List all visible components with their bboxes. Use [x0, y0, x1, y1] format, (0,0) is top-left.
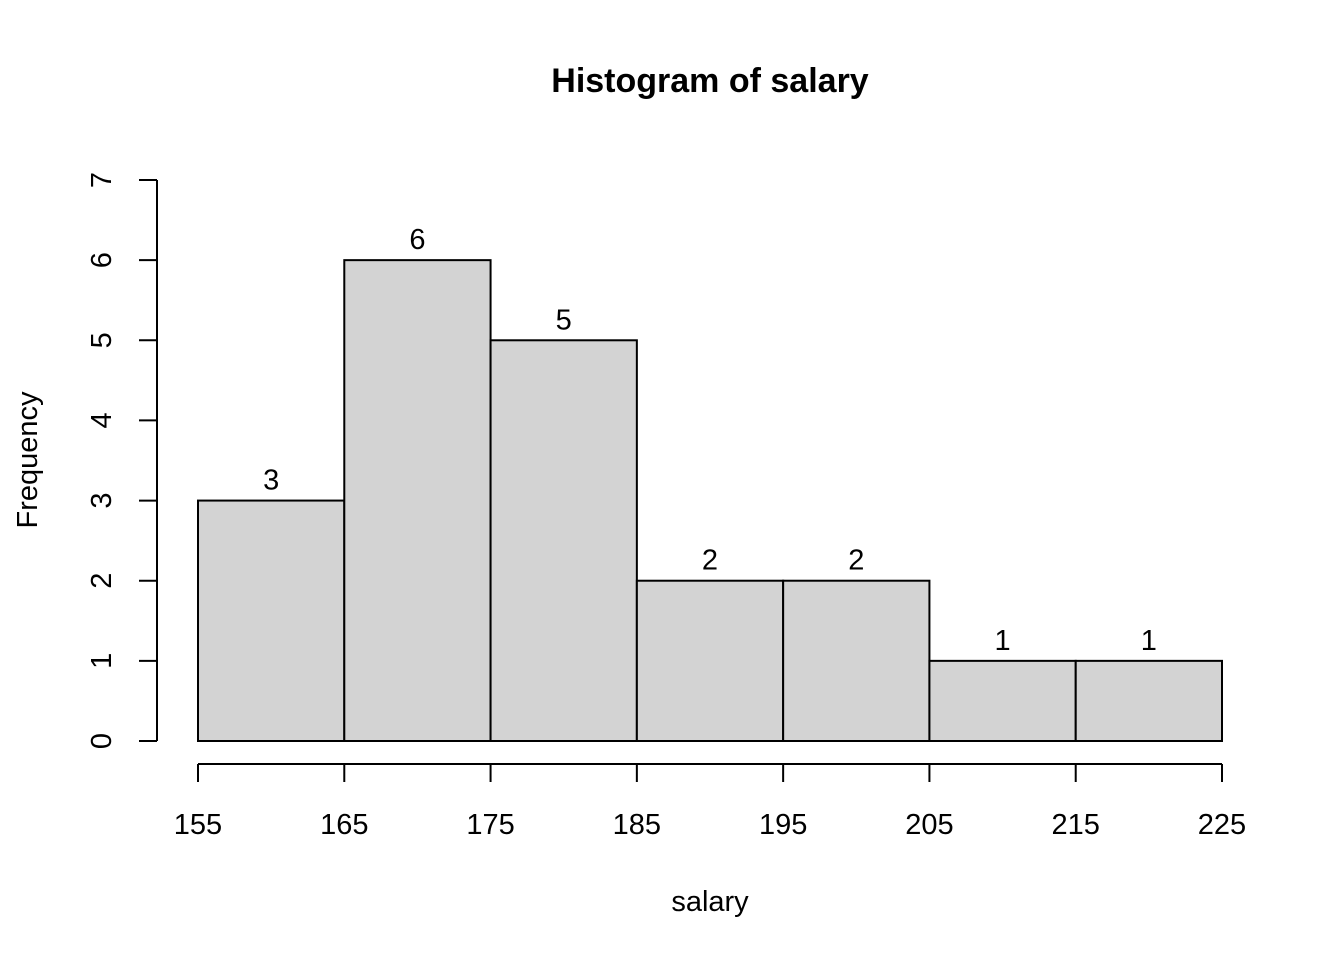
x-tick-label-7: 225 — [1198, 809, 1246, 841]
x-tick-label-0: 155 — [174, 809, 222, 841]
histogram-bar-1 — [343, 259, 492, 742]
bar-count-label-4: 2 — [848, 545, 864, 577]
bar-count-label-6: 1 — [1141, 625, 1157, 657]
x-tick-label-1: 165 — [320, 809, 368, 841]
bar-count-label-3: 2 — [702, 545, 718, 577]
y-tick-label-6: 6 — [86, 252, 118, 268]
bar-count-label-1: 6 — [409, 224, 425, 256]
histogram-bar-6 — [1074, 659, 1223, 742]
x-axis-label: salary — [671, 886, 749, 918]
y-tick-label-5: 5 — [86, 332, 118, 348]
histogram-bar-0 — [197, 499, 346, 743]
histogram-bar-5 — [928, 659, 1077, 742]
x-axis: 155 165 175 185 195 205 215 225 — [174, 763, 1246, 841]
bar-count-label-2: 5 — [556, 304, 572, 336]
y-tick-label-3: 3 — [86, 493, 118, 509]
y-axis: 0 1 2 3 4 5 6 7 — [86, 172, 158, 749]
x-tick-label-6: 215 — [1052, 809, 1100, 841]
histogram-bar-2 — [489, 339, 638, 742]
bar-count-label-0: 3 — [263, 465, 279, 497]
histogram-bar-4 — [782, 579, 931, 743]
chart-title: Histogram of salary — [551, 62, 869, 100]
y-tick-label-7: 7 — [86, 172, 118, 188]
bars-group — [197, 259, 1223, 743]
bar-labels-group: 3 6 5 2 2 1 1 — [263, 224, 1157, 657]
histogram-bar-3 — [635, 579, 785, 743]
y-axis-label: Frequency — [12, 391, 44, 529]
x-tick-label-3: 185 — [613, 809, 661, 841]
x-tick-label-4: 195 — [759, 809, 807, 841]
y-tick-label-1: 1 — [86, 653, 118, 669]
y-tick-label-2: 2 — [86, 573, 118, 589]
y-tick-label-4: 4 — [86, 412, 118, 428]
x-tick-label-2: 175 — [466, 809, 514, 841]
y-tick-label-0: 0 — [86, 733, 118, 749]
bar-count-label-5: 1 — [995, 625, 1011, 657]
x-tick-label-5: 205 — [905, 809, 953, 841]
